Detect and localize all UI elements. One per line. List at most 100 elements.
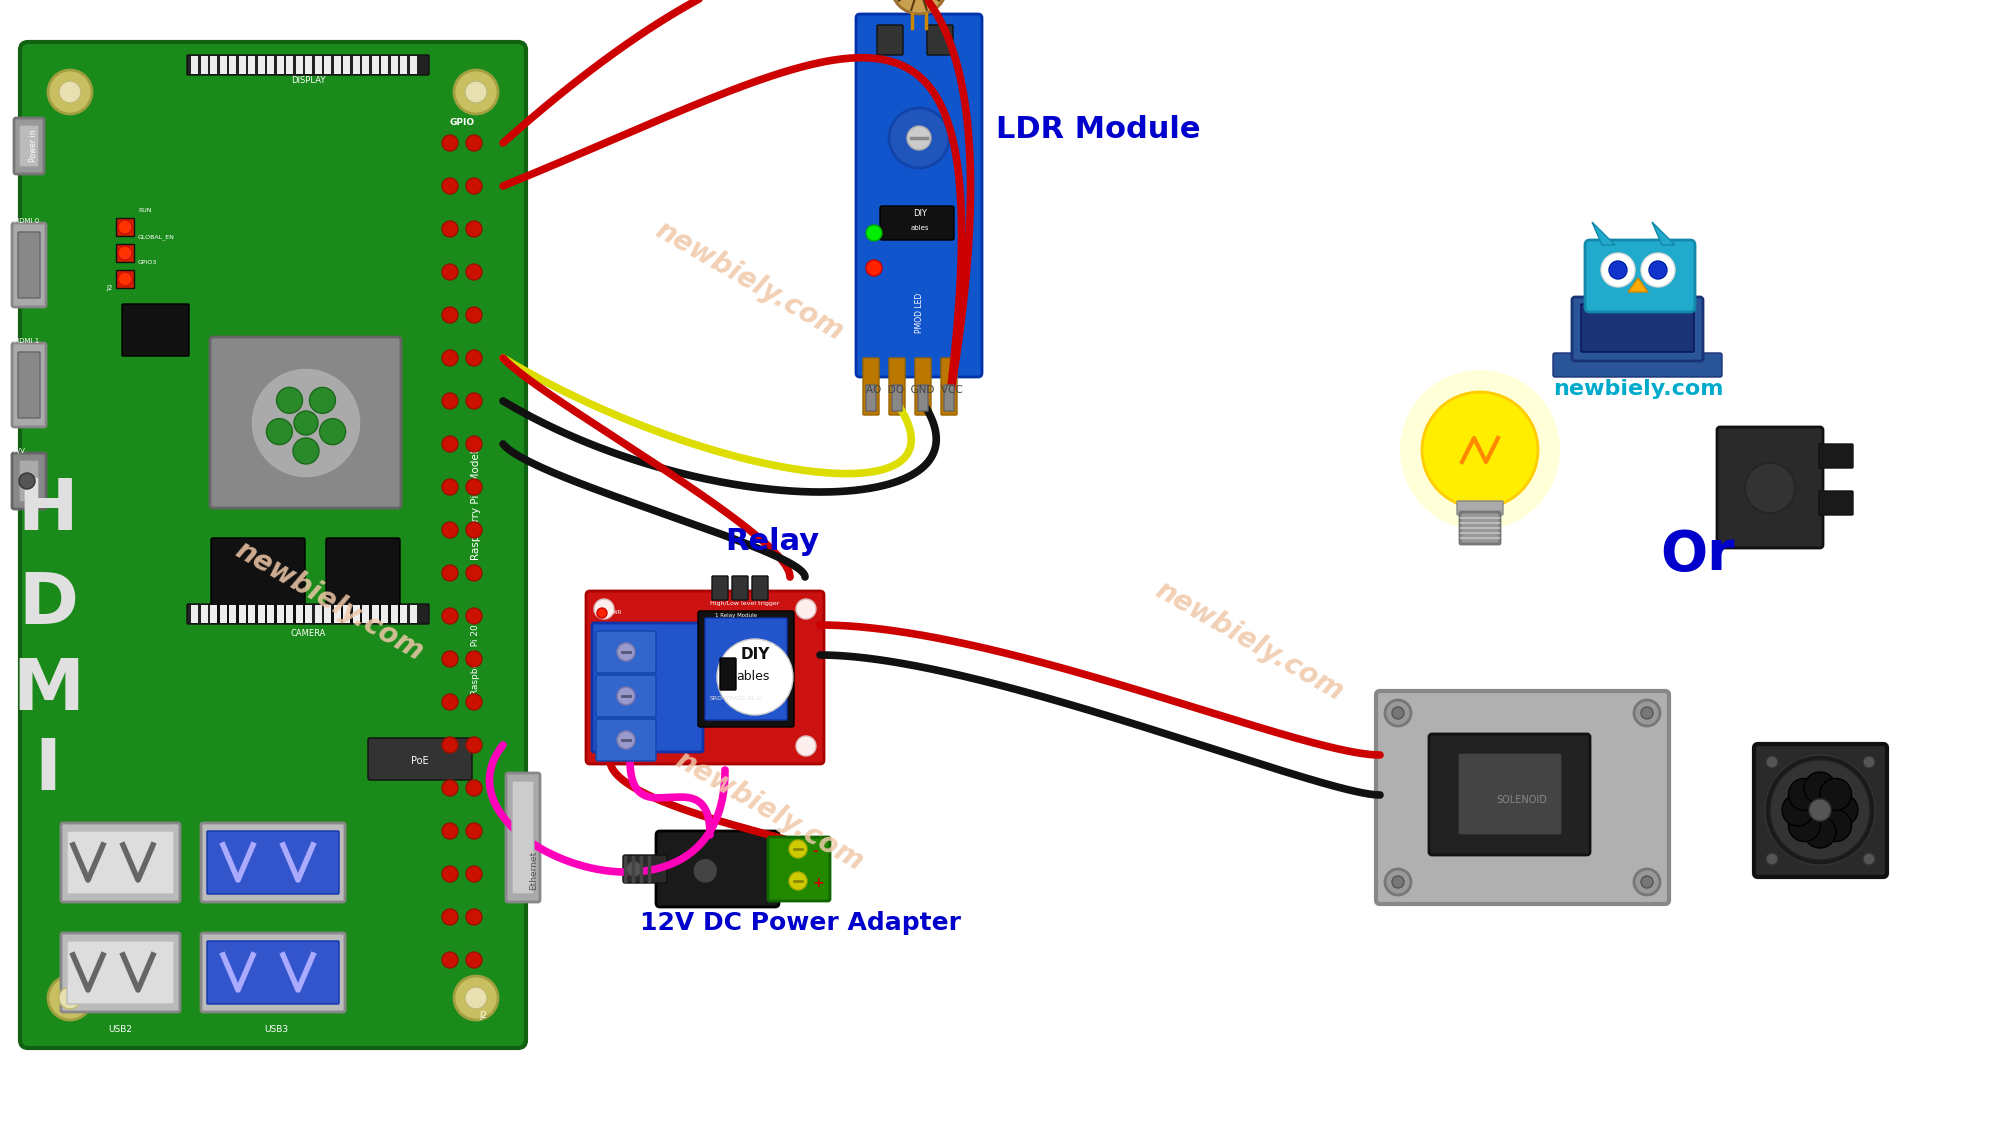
Bar	[343, 56, 351, 73]
Circle shape	[443, 479, 459, 495]
FancyBboxPatch shape	[697, 611, 793, 727]
FancyBboxPatch shape	[915, 358, 931, 415]
Circle shape	[595, 599, 615, 619]
Bar	[371, 605, 379, 623]
Circle shape	[443, 134, 459, 151]
FancyBboxPatch shape	[657, 831, 779, 907]
Circle shape	[467, 522, 483, 538]
Polygon shape	[1592, 221, 1614, 245]
Circle shape	[455, 70, 499, 114]
Bar	[200, 56, 208, 73]
Circle shape	[1789, 809, 1821, 842]
FancyBboxPatch shape	[60, 823, 180, 902]
FancyBboxPatch shape	[1458, 753, 1562, 835]
Bar	[266, 605, 274, 623]
Circle shape	[467, 350, 483, 366]
Bar	[314, 605, 322, 623]
Bar	[401, 56, 407, 73]
FancyBboxPatch shape	[1580, 304, 1695, 353]
FancyBboxPatch shape	[18, 232, 40, 298]
Text: Or: Or	[1660, 528, 1735, 582]
FancyBboxPatch shape	[1717, 427, 1823, 548]
Bar	[286, 56, 292, 73]
Text: Raspberry Pi 4 Model B: Raspberry Pi 4 Model B	[471, 440, 481, 560]
Circle shape	[465, 81, 487, 103]
Text: Power in: Power in	[28, 130, 38, 163]
Bar	[304, 605, 312, 623]
Bar	[391, 56, 397, 73]
Circle shape	[795, 736, 815, 756]
Circle shape	[443, 866, 459, 883]
Text: DISPLAY: DISPLAY	[290, 76, 324, 85]
Text: PWR: PWR	[611, 610, 623, 616]
Circle shape	[467, 179, 483, 194]
Circle shape	[1805, 772, 1837, 805]
Circle shape	[891, 0, 947, 14]
Circle shape	[1819, 809, 1851, 842]
FancyBboxPatch shape	[593, 623, 703, 751]
Circle shape	[18, 473, 34, 489]
Bar	[210, 56, 216, 73]
Circle shape	[1640, 876, 1652, 888]
FancyBboxPatch shape	[1428, 734, 1590, 855]
Circle shape	[627, 861, 643, 877]
Bar	[116, 270, 134, 288]
Circle shape	[276, 388, 302, 414]
Bar	[381, 605, 389, 623]
Text: GPIO3: GPIO3	[138, 260, 158, 266]
Bar	[381, 56, 389, 73]
Circle shape	[1827, 794, 1859, 826]
Circle shape	[1422, 392, 1538, 508]
FancyBboxPatch shape	[1755, 744, 1887, 877]
Bar	[228, 56, 236, 73]
FancyBboxPatch shape	[200, 933, 345, 1012]
FancyBboxPatch shape	[731, 576, 747, 600]
Circle shape	[443, 307, 459, 323]
Text: HDMI 1: HDMI 1	[14, 338, 40, 344]
FancyBboxPatch shape	[941, 358, 957, 415]
Circle shape	[467, 909, 483, 925]
Circle shape	[443, 179, 459, 194]
Circle shape	[118, 220, 132, 234]
Text: ●: ●	[691, 855, 719, 885]
Bar	[335, 605, 341, 623]
Bar	[324, 605, 330, 623]
FancyBboxPatch shape	[12, 344, 46, 427]
FancyBboxPatch shape	[206, 831, 339, 894]
Bar	[248, 605, 254, 623]
Text: SOLENOID: SOLENOID	[1496, 796, 1548, 805]
FancyBboxPatch shape	[719, 658, 735, 690]
Text: Relay: Relay	[725, 527, 819, 556]
Circle shape	[1783, 794, 1815, 826]
Bar	[190, 605, 198, 623]
Circle shape	[795, 599, 815, 619]
Circle shape	[443, 651, 459, 667]
Text: D: D	[18, 571, 78, 640]
Bar	[248, 56, 254, 73]
Text: I: I	[34, 736, 62, 805]
Text: J2: J2	[106, 285, 112, 292]
Circle shape	[467, 866, 483, 883]
Text: M: M	[12, 655, 84, 724]
Circle shape	[443, 436, 459, 452]
FancyBboxPatch shape	[711, 576, 727, 600]
FancyBboxPatch shape	[186, 605, 429, 624]
FancyBboxPatch shape	[18, 125, 38, 167]
Circle shape	[467, 737, 483, 753]
FancyBboxPatch shape	[66, 941, 174, 1003]
Circle shape	[1648, 261, 1666, 279]
Bar	[304, 56, 312, 73]
Circle shape	[443, 694, 459, 710]
FancyBboxPatch shape	[597, 631, 657, 673]
FancyBboxPatch shape	[186, 55, 429, 75]
Bar	[210, 605, 216, 623]
Bar	[266, 56, 274, 73]
FancyBboxPatch shape	[889, 358, 905, 415]
Circle shape	[789, 840, 807, 858]
FancyBboxPatch shape	[597, 719, 657, 760]
Circle shape	[1745, 463, 1795, 513]
Circle shape	[1771, 760, 1871, 860]
Text: High/Low level trigger: High/Low level trigger	[709, 601, 779, 606]
Circle shape	[1384, 699, 1410, 725]
Circle shape	[1400, 370, 1560, 530]
